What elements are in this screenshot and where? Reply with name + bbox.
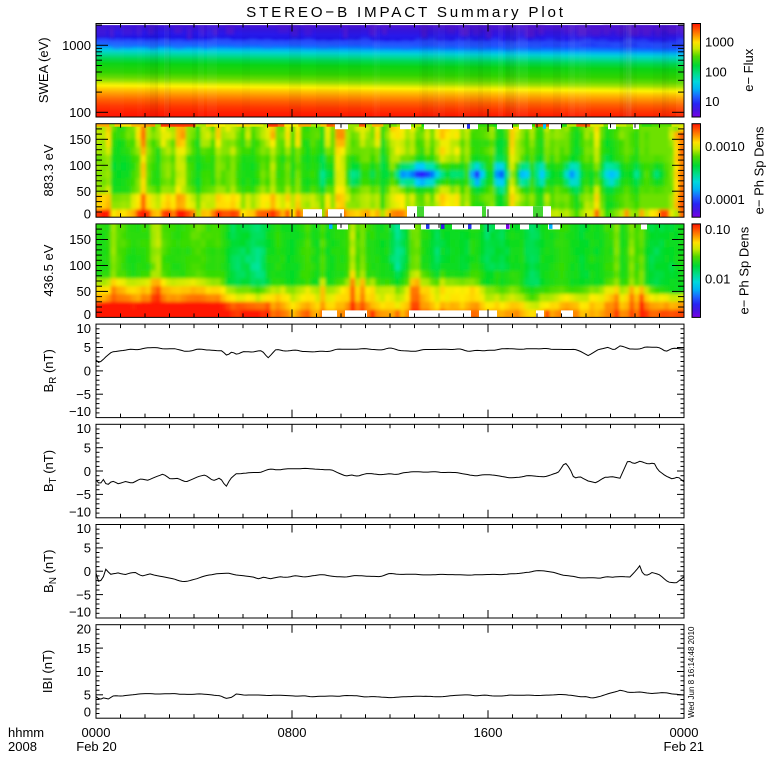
svg-text:0: 0: [84, 564, 91, 579]
svg-text:0: 0: [84, 364, 91, 379]
svg-text:100: 100: [69, 158, 91, 173]
svg-text:0.01: 0.01: [705, 272, 730, 287]
svg-text:SWEA (eV): SWEA (eV): [36, 37, 51, 103]
svg-text:Feb 20: Feb 20: [76, 739, 116, 754]
svg-text:e− Flux: e− Flux: [741, 48, 756, 91]
svg-text:0.10: 0.10: [705, 222, 730, 237]
svg-text:IBI (nT): IBI (nT): [40, 650, 55, 693]
svg-text:Wed Jun 8 16:14:48 2010: Wed Jun 8 16:14:48 2010: [687, 626, 696, 718]
svg-text:−5: −5: [76, 387, 91, 402]
svg-text:5: 5: [84, 440, 91, 455]
svg-text:−10: −10: [69, 504, 91, 519]
svg-text:50: 50: [77, 284, 91, 299]
svg-text:STEREO−B IMPACT Summary Plot: STEREO−B IMPACT Summary Plot: [246, 4, 566, 21]
svg-text:0.0010: 0.0010: [705, 139, 745, 154]
svg-text:0: 0: [84, 705, 91, 720]
svg-text:5: 5: [84, 688, 91, 703]
svg-text:0: 0: [84, 307, 91, 322]
svg-text:150: 150: [69, 232, 91, 247]
svg-text:10: 10: [77, 664, 91, 679]
svg-text:1000: 1000: [705, 34, 734, 49]
svg-text:0: 0: [84, 464, 91, 479]
svg-text:50: 50: [77, 184, 91, 199]
svg-text:1600: 1600: [474, 725, 503, 740]
svg-text:−10: −10: [69, 404, 91, 419]
svg-text:100: 100: [69, 105, 91, 120]
svg-text:100: 100: [69, 258, 91, 273]
svg-text:883.3 eV: 883.3 eV: [41, 144, 56, 196]
svg-text:e− Ph Sp Dens: e− Ph Sp Dens: [752, 126, 767, 214]
svg-text:−5: −5: [76, 587, 91, 602]
svg-text:0000: 0000: [670, 725, 699, 740]
svg-text:15: 15: [77, 641, 91, 656]
svg-text:20: 20: [77, 621, 91, 636]
svg-text:e− Ph Sp Dens: e− Ph Sp Dens: [737, 226, 752, 314]
svg-text:0000: 0000: [82, 725, 111, 740]
svg-text:−10: −10: [69, 605, 91, 620]
svg-text:0: 0: [84, 207, 91, 222]
svg-text:100: 100: [705, 64, 727, 79]
svg-text:Feb 21: Feb 21: [664, 739, 704, 754]
svg-text:0.0001: 0.0001: [705, 192, 745, 207]
svg-text:436.5 eV: 436.5 eV: [41, 244, 56, 296]
svg-text:10: 10: [705, 94, 719, 109]
svg-text:10: 10: [77, 521, 91, 536]
svg-text:0800: 0800: [278, 725, 307, 740]
svg-text:10: 10: [77, 421, 91, 436]
svg-text:10: 10: [77, 321, 91, 336]
svg-text:2008: 2008: [8, 739, 37, 754]
svg-text:1000: 1000: [62, 38, 91, 53]
svg-text:5: 5: [84, 340, 91, 355]
svg-text:5: 5: [84, 541, 91, 556]
svg-text:−5: −5: [76, 487, 91, 502]
svg-text:150: 150: [69, 132, 91, 147]
svg-text:hhmm: hhmm: [8, 725, 44, 740]
